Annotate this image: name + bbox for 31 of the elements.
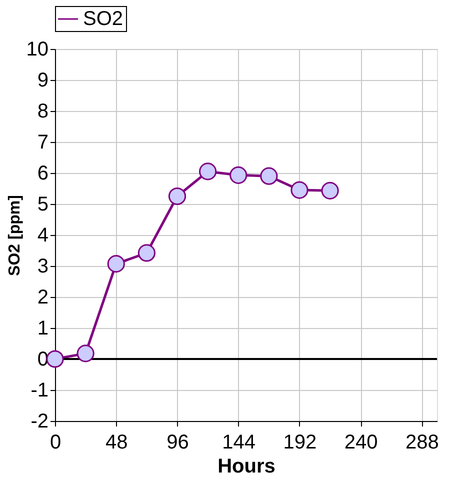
point: [260, 167, 278, 185]
x-tick-label: 192: [283, 432, 317, 454]
y-tick-label: 7: [37, 132, 48, 154]
y-tick-label: 8: [37, 100, 48, 122]
y-tick-label: -2: [30, 410, 48, 432]
point: [230, 166, 248, 184]
y-axis-title: SO2 [ppm]: [6, 195, 24, 276]
point: [290, 181, 308, 199]
legend-label: SO2: [83, 8, 124, 30]
y-tick-label: 10: [26, 38, 48, 60]
y-tick-label: 5: [37, 194, 48, 216]
y-tick-label: 4: [37, 224, 48, 246]
point: [76, 344, 94, 362]
x-tick-label: 288: [406, 432, 439, 454]
point: [46, 350, 64, 368]
point: [321, 182, 339, 200]
y-tick-label: 1: [37, 318, 48, 340]
y-tick-label: -1: [30, 380, 48, 402]
y-tick-label: 2: [37, 286, 48, 308]
y-tick-label: 9: [37, 70, 48, 92]
point: [198, 162, 217, 180]
point: [138, 244, 156, 262]
x-tick-label: 240: [344, 432, 378, 454]
point: [168, 187, 186, 206]
y-tick-label: 6: [37, 162, 48, 184]
x-axis-title: Hours: [218, 456, 276, 478]
x-tick-label: 48: [105, 432, 128, 454]
x-tick-label: 96: [166, 432, 189, 454]
x-tick-label: 144: [222, 432, 256, 454]
y-tick-label: 3: [37, 256, 48, 278]
point: [107, 255, 125, 273]
